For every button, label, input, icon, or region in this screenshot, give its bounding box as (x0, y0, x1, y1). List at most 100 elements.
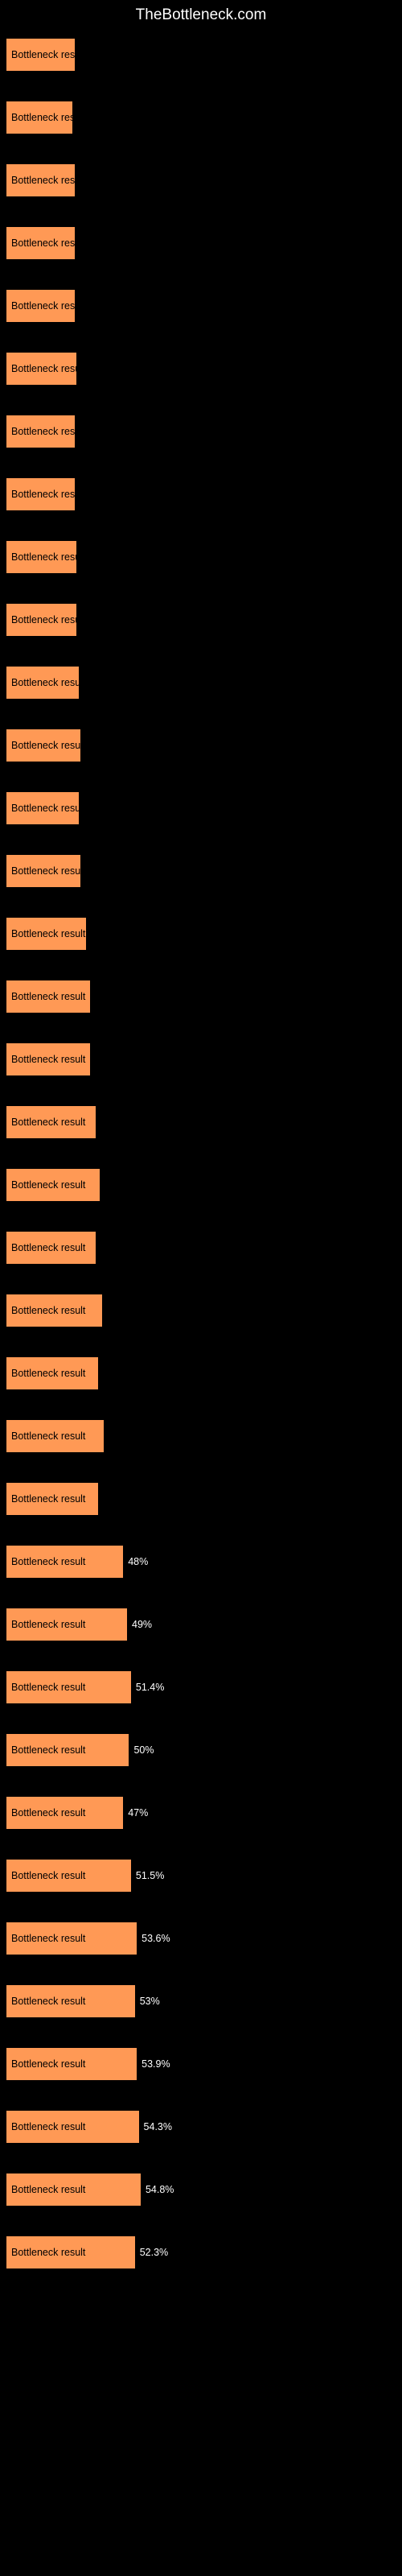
bar-value: 53.6% (142, 1933, 170, 1944)
chart-row: Bottleneck result (6, 1294, 396, 1327)
bar-track: Bottleneck result 47% (6, 1797, 396, 1829)
bar: Bottleneck result (6, 1734, 129, 1766)
chart-row: Bottleneck result (6, 792, 396, 824)
bar-track: Bottleneck result 53.6% (6, 1922, 396, 1955)
bar-track: Bottleneck result (6, 290, 396, 322)
bar-track: Bottleneck result (6, 604, 396, 636)
bar: Bottleneck result (6, 478, 75, 510)
bar-track: Bottleneck result 48% (6, 1546, 396, 1578)
bar-label: Bottleneck result (11, 1117, 85, 1128)
bar: Bottleneck result (6, 792, 79, 824)
bar-label: Bottleneck result (11, 2247, 85, 2258)
bar-track: Bottleneck result (6, 918, 396, 950)
chart-row: Bottleneck result (6, 1420, 396, 1452)
bar: Bottleneck result (6, 1608, 127, 1641)
bar-track: Bottleneck result (6, 101, 396, 134)
bar-track: Bottleneck result (6, 1294, 396, 1327)
chart-row: Bottleneck result (6, 227, 396, 259)
bar-track: Bottleneck result51.5% (6, 1860, 396, 1892)
chart-row: Bottleneck result (6, 1357, 396, 1389)
bar: Bottleneck result (6, 1671, 131, 1703)
chart-row: Bottleneck result52.3% (6, 2236, 396, 2268)
chart-row: Bottleneck result54.8% (6, 2174, 396, 2206)
bar-track: Bottleneck result54.8% (6, 2174, 396, 2206)
chart-row: Bottleneck result 51.4% (6, 1671, 396, 1703)
bar-label: Bottleneck result (11, 1305, 85, 1316)
bar: Bottleneck result (6, 2236, 135, 2268)
bar: Bottleneck result (6, 1169, 100, 1201)
bar-label: Bottleneck result (11, 489, 75, 500)
bar-track: Bottleneck result 51.4% (6, 1671, 396, 1703)
chart-row: Bottleneck result (6, 1483, 396, 1515)
bar-label: Bottleneck result (11, 1054, 85, 1065)
chart-row: Bottleneck result (6, 39, 396, 71)
bar-label: Bottleneck result (11, 1368, 85, 1379)
bar-label: Bottleneck result (11, 614, 76, 625)
bar-track: Bottleneck result (6, 353, 396, 385)
bar: Bottleneck result (6, 1985, 135, 2017)
bar: Bottleneck result (6, 227, 75, 259)
chart-row: Bottleneck result (6, 164, 396, 196)
bar-track: Bottleneck result (6, 39, 396, 71)
chart-row: Bottleneck result (6, 729, 396, 762)
bar-track: Bottleneck result 49% (6, 1608, 396, 1641)
bar: Bottleneck result (6, 729, 80, 762)
chart-row: Bottleneck result 53.6% (6, 1922, 396, 1955)
bottleneck-chart: Bottleneck resultBottleneck resultBottle… (6, 39, 396, 2299)
bar-track: Bottleneck result (6, 1232, 396, 1264)
bar-track: Bottleneck result53.9% (6, 2048, 396, 2080)
bar-label: Bottleneck result (11, 677, 79, 688)
bar-value: 54.3% (144, 2121, 172, 2132)
bar-value: 53.9% (142, 2058, 170, 2070)
site-title: TheBottleneck.com (6, 6, 396, 24)
bar-label: Bottleneck result (11, 740, 80, 751)
bar-track: Bottleneck result (6, 1420, 396, 1452)
chart-row: Bottleneck result53.9% (6, 2048, 396, 2080)
bar-label: Bottleneck result (11, 300, 75, 312)
bar: Bottleneck result (6, 1546, 123, 1578)
bar-label: Bottleneck result (11, 49, 75, 60)
bar: Bottleneck result (6, 1483, 98, 1515)
chart-row: Bottleneck result (6, 478, 396, 510)
bar-value: 51.4% (136, 1682, 164, 1693)
bar: Bottleneck result (6, 918, 86, 950)
chart-row: Bottleneck result 54.3% (6, 2111, 396, 2143)
bar-label: Bottleneck result (11, 2121, 85, 2132)
bar-label: Bottleneck result (11, 1179, 85, 1191)
bar-label: Bottleneck result (11, 1242, 85, 1253)
bar-track: Bottleneck result (6, 667, 396, 699)
chart-row: Bottleneck result (6, 353, 396, 385)
chart-row: Bottleneck result (6, 980, 396, 1013)
chart-row: Bottleneck result (6, 1169, 396, 1201)
bar-label: Bottleneck result (11, 1744, 85, 1756)
bar-label: Bottleneck result (11, 803, 79, 814)
bar-track: Bottleneck result (6, 541, 396, 573)
bar-track: Bottleneck result (6, 855, 396, 887)
bar: Bottleneck result (6, 541, 76, 573)
bar-label: Bottleneck result (11, 363, 76, 374)
bar: Bottleneck result (6, 1922, 137, 1955)
bar: Bottleneck result (6, 1797, 123, 1829)
chart-row: Bottleneck result51.5% (6, 1860, 396, 1892)
bar-track: Bottleneck result (6, 1106, 396, 1138)
bar-label: Bottleneck result (11, 426, 75, 437)
bar-track: Bottleneck result (6, 1483, 396, 1515)
chart-row: Bottleneck result (6, 604, 396, 636)
bar: Bottleneck result (6, 604, 76, 636)
bar: Bottleneck result (6, 1294, 102, 1327)
chart-row: Bottleneck result50% (6, 1734, 396, 1766)
bar-value: 47% (128, 1807, 148, 1818)
bar: Bottleneck result (6, 415, 75, 448)
chart-row: Bottleneck result (6, 541, 396, 573)
bar-label: Bottleneck result (11, 237, 75, 249)
chart-row: Bottleneck result (6, 918, 396, 950)
bar-value: 49% (132, 1619, 152, 1630)
chart-row: Bottleneck result 47% (6, 1797, 396, 1829)
bar-value: 48% (128, 1556, 148, 1567)
bar: Bottleneck result (6, 290, 75, 322)
bar: Bottleneck result (6, 39, 75, 71)
bar-track: Bottleneck result (6, 478, 396, 510)
chart-row: Bottleneck result 48% (6, 1546, 396, 1578)
bar-track: Bottleneck result (6, 792, 396, 824)
bar: Bottleneck result (6, 1232, 96, 1264)
